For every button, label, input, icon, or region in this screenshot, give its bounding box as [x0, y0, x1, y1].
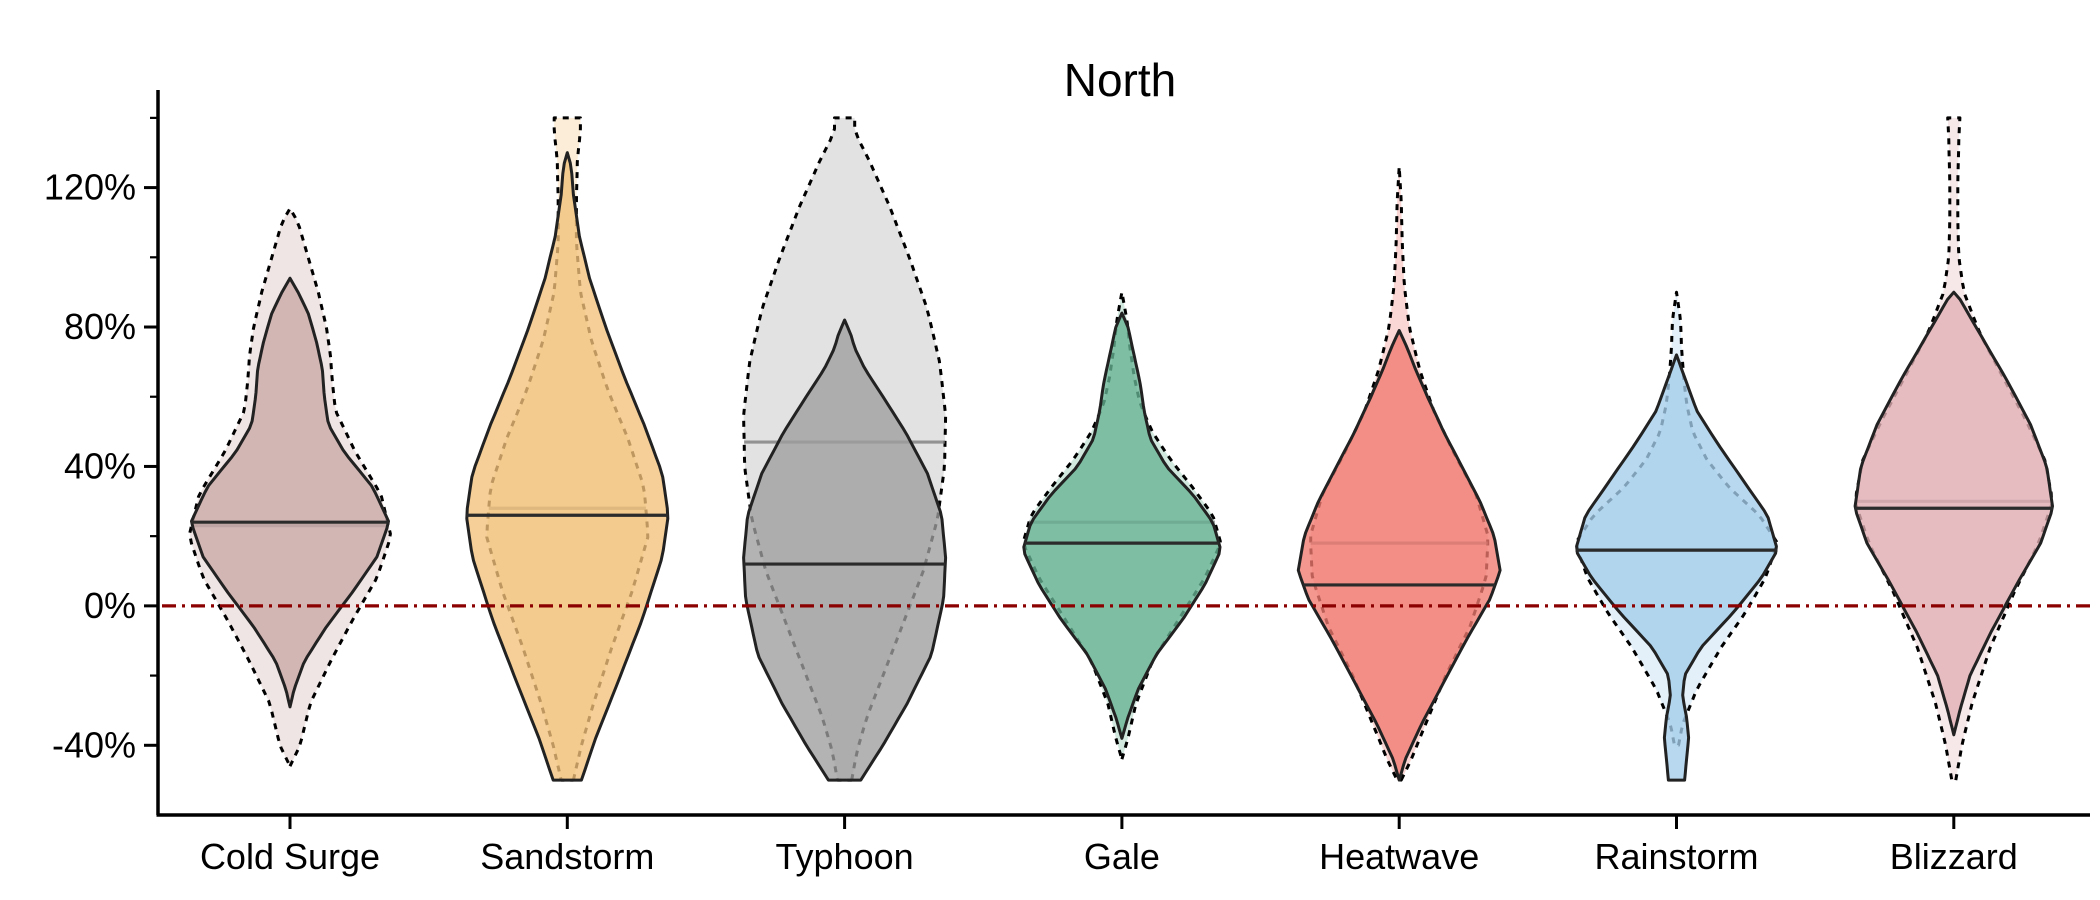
x-tick-label: Gale — [1084, 836, 1160, 877]
x-tick-label: Rainstorm — [1594, 836, 1758, 877]
y-tick-label: 120% — [44, 167, 136, 208]
y-tick-label: 40% — [64, 445, 136, 486]
violin-inner-3 — [1022, 311, 1222, 740]
violin-inner-2 — [742, 318, 948, 782]
y-tick-label: 80% — [64, 306, 136, 347]
y-tick-label: 0% — [84, 585, 136, 626]
x-tick-label: Cold Surge — [200, 836, 380, 877]
x-tick-label: Typhoon — [776, 836, 914, 877]
x-tick-label: Heatwave — [1319, 836, 1479, 877]
violin-inner-0 — [190, 276, 390, 709]
x-tick-label: Blizzard — [1890, 836, 2018, 877]
y-tick-label: -40% — [52, 724, 136, 765]
violin-inner-5 — [1575, 353, 1778, 782]
violin-inner-6 — [1853, 290, 2054, 737]
violins — [188, 116, 2054, 782]
violin-inner-1 — [465, 151, 670, 782]
violin-inner-4 — [1296, 329, 1502, 782]
chart-title: North — [1064, 54, 1176, 106]
axes: -40% 0% 40% 80% 120% Cold Surge Sandstorm Typho… — [44, 90, 2090, 877]
x-tick-label: Sandstorm — [480, 836, 654, 877]
